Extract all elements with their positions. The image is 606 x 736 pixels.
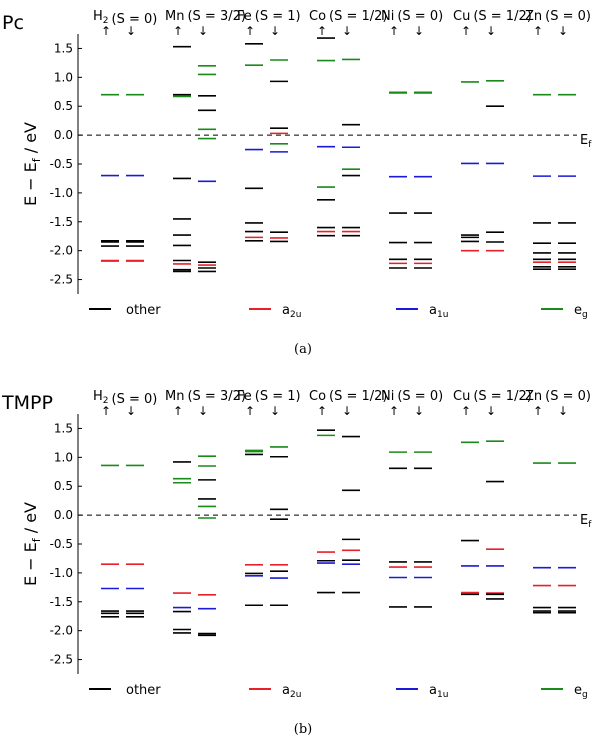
spin-down-arrow-mn: ↓: [198, 24, 208, 38]
spin-up-arrow-zn: ↑: [533, 404, 543, 418]
legend-label-a1u: a1u: [429, 683, 448, 700]
column-header-h2: H2 (S = 0): [93, 389, 157, 407]
spin-down-arrow-fe: ↓: [270, 24, 280, 38]
panel-pc: Pc -2.5 -2.0 -1.5 -1.0 -0.5 0.0 0.5 1.0 1.5 E − Ef…: [2, 9, 592, 357]
spin-up-arrow-zn: ↑: [533, 24, 543, 38]
panel-caption: (a): [294, 342, 312, 357]
fermi-level-label: Ef: [580, 513, 592, 530]
y-axis-label: E − Ef / eV: [21, 122, 43, 206]
column-header-cu: Cu (S = 1/2): [453, 389, 532, 404]
column-header-cu: Cu (S = 1/2): [453, 9, 532, 24]
column-header-h2: H2 (S = 0): [93, 9, 157, 27]
y-tick-label: 0.0: [54, 128, 73, 142]
y-tick-label: -1.0: [50, 186, 73, 200]
legend-label-a1u: a1u: [429, 303, 448, 320]
column-header-mn: Mn (S = 3/2): [165, 389, 246, 404]
fermi-level-label: Ef: [580, 133, 592, 150]
y-tick-label: -2.0: [50, 624, 73, 638]
legend-label-a2u: a2u: [282, 683, 301, 700]
y-tick-label: -0.5: [50, 157, 73, 171]
y-tick-label: -1.5: [50, 215, 73, 229]
panel-caption: (b): [294, 722, 312, 736]
column-header-co: Co (S = 1/2): [309, 9, 388, 24]
spin-up-arrow-fe: ↑: [245, 24, 255, 38]
y-tick-label: -2.0: [50, 244, 73, 258]
spin-down-arrow-h2: ↓: [126, 404, 136, 418]
panel-title-tmpp: TMPP: [1, 392, 53, 414]
y-tick-label: -1.0: [50, 566, 73, 580]
spin-down-arrow-ni: ↓: [414, 24, 424, 38]
spin-up-arrow-mn: ↑: [173, 24, 183, 38]
spin-up-arrow-cu: ↑: [461, 404, 471, 418]
y-tick-label: 0.5: [54, 479, 73, 493]
column-header-fe: Fe (S = 1): [237, 389, 301, 404]
column-header-zn: Zn (S = 0): [525, 389, 591, 404]
y-tick-label: 1.0: [54, 450, 73, 464]
y-tick-label: -1.5: [50, 595, 73, 609]
spin-down-arrow-mn: ↓: [198, 404, 208, 418]
spin-up-arrow-ni: ↑: [389, 404, 399, 418]
spin-up-arrow-h2: ↑: [101, 404, 111, 418]
y-tick-label: 0.0: [54, 508, 73, 522]
spin-up-arrow-ni: ↑: [389, 24, 399, 38]
spin-down-arrow-co: ↓: [342, 24, 352, 38]
column-header-zn: Zn (S = 0): [525, 9, 591, 24]
spin-down-arrow-h2: ↓: [126, 24, 136, 38]
legend-label-a2u: a2u: [282, 303, 301, 320]
panel-title-pc: Pc: [2, 12, 24, 34]
spin-up-arrow-cu: ↑: [461, 24, 471, 38]
spin-down-arrow-cu: ↓: [486, 404, 496, 418]
spin-up-arrow-mn: ↑: [173, 404, 183, 418]
y-tick-label: 0.5: [54, 99, 73, 113]
spin-down-arrow-co: ↓: [342, 404, 352, 418]
column-header-co: Co (S = 1/2): [309, 389, 388, 404]
y-axis-label: E − Ef / eV: [21, 502, 43, 586]
y-tick-label: -2.5: [50, 273, 73, 287]
y-tick-label: 1.0: [54, 70, 73, 84]
legend-label-eg: eg: [574, 303, 588, 320]
spin-down-arrow-zn: ↓: [558, 404, 568, 418]
legend-label-other: other: [126, 683, 161, 698]
y-tick-label: -0.5: [50, 537, 73, 551]
spin-down-arrow-cu: ↓: [486, 24, 496, 38]
spin-down-arrow-zn: ↓: [558, 24, 568, 38]
y-tick-label: 1.5: [54, 421, 73, 435]
legend-label-eg: eg: [574, 683, 588, 700]
panel-tmpp: TMPP -2.5 -2.0 -1.5 -1.0 -0.5 0.0 0.5 1.0 1.5 E − …: [1, 389, 592, 736]
y-tick-label: 1.5: [54, 41, 73, 55]
y-tick-label: -2.5: [50, 653, 73, 667]
column-header-mn: Mn (S = 3/2): [165, 9, 246, 24]
spin-up-arrow-fe: ↑: [245, 404, 255, 418]
spin-down-arrow-fe: ↓: [270, 404, 280, 418]
spin-up-arrow-co: ↑: [317, 404, 327, 418]
spin-down-arrow-ni: ↓: [414, 404, 424, 418]
column-header-ni: Ni (S = 0): [381, 389, 443, 404]
legend-label-other: other: [126, 303, 161, 318]
column-header-ni: Ni (S = 0): [381, 9, 443, 24]
spin-up-arrow-h2: ↑: [101, 24, 111, 38]
spin-up-arrow-co: ↑: [317, 24, 327, 38]
column-header-fe: Fe (S = 1): [237, 9, 301, 24]
